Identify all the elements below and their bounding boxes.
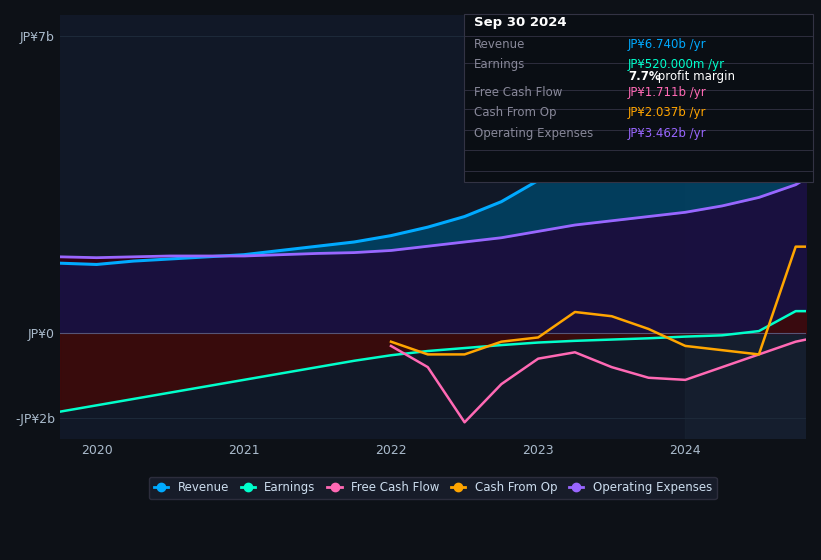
Text: JP¥6.740b /yr: JP¥6.740b /yr [628, 38, 707, 50]
Legend: Revenue, Earnings, Free Cash Flow, Cash From Op, Operating Expenses: Revenue, Earnings, Free Cash Flow, Cash … [149, 477, 717, 499]
Text: Operating Expenses: Operating Expenses [474, 127, 593, 140]
Text: 7.7%: 7.7% [628, 69, 661, 82]
Text: Sep 30 2024: Sep 30 2024 [474, 16, 566, 29]
Text: Cash From Op: Cash From Op [474, 106, 556, 119]
Text: JP¥520.000m /yr: JP¥520.000m /yr [628, 58, 725, 71]
Text: profit margin: profit margin [654, 69, 736, 82]
Text: Revenue: Revenue [474, 38, 525, 50]
Text: JP¥1.711b /yr: JP¥1.711b /yr [628, 86, 707, 99]
Text: Earnings: Earnings [474, 58, 525, 71]
Bar [686, 15, 806, 439]
Text: JP¥2.037b /yr: JP¥2.037b /yr [628, 106, 707, 119]
Text: JP¥3.462b /yr: JP¥3.462b /yr [628, 127, 707, 140]
Text: Free Cash Flow: Free Cash Flow [474, 86, 562, 99]
